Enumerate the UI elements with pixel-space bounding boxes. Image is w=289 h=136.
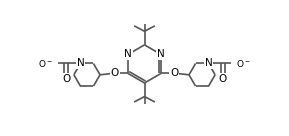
Text: O: O	[170, 68, 178, 78]
Text: O: O	[111, 68, 119, 78]
Text: O$^-$: O$^-$	[236, 58, 251, 69]
Text: O$^-$: O$^-$	[38, 58, 53, 69]
Text: N: N	[124, 49, 132, 59]
Text: N: N	[157, 49, 165, 59]
Text: O: O	[62, 74, 71, 84]
Text: N: N	[77, 58, 84, 69]
Text: N: N	[205, 58, 212, 69]
Text: O: O	[218, 74, 227, 84]
